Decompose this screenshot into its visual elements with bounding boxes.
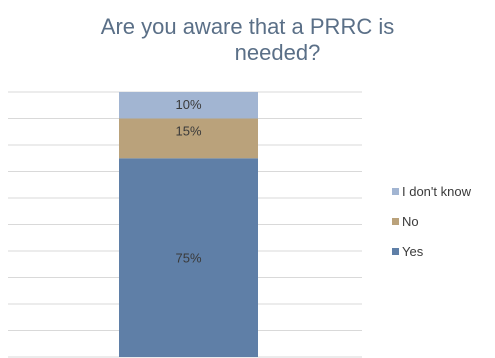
legend-item-yes: Yes (392, 244, 424, 259)
legend-swatch-i-don-t-know (392, 188, 399, 195)
bar-segment-yes (119, 158, 258, 357)
legend-swatch-yes (392, 248, 399, 255)
legend-label-i-don-t-know: I don't know (402, 184, 472, 199)
legend-swatch-no (392, 218, 399, 225)
bar-segment-no (119, 118, 258, 159)
chart-title-line-1: Are you aware that a PRRC is (100, 14, 395, 39)
chart-title: Are you aware that a PRRC is needed? (0, 14, 495, 66)
bar-stack (119, 92, 258, 357)
legend-label-yes: Yes (402, 244, 424, 259)
data-labels: 75% 15% 10% (175, 97, 201, 266)
legend-item-no: No (392, 214, 419, 229)
bar-segment-i-don-t-know (119, 92, 258, 119)
data-label-yes: 75% (175, 251, 201, 266)
legend-label-no: No (402, 214, 419, 229)
data-label-i-don-t-know: 10% (175, 97, 201, 112)
chart-title-line-2: needed? (234, 40, 321, 65)
data-label-no: 15% (175, 124, 201, 139)
legend: I don't know No Yes (392, 184, 472, 259)
legend-item-i-don-t-know: I don't know (392, 184, 472, 199)
